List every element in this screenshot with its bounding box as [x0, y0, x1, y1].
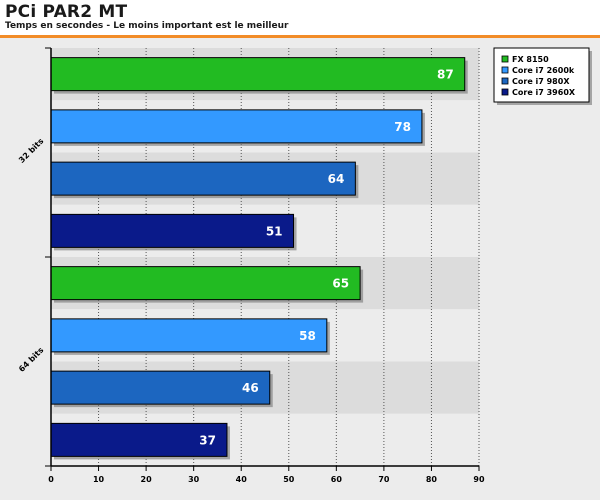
- x-tick-label: 60: [331, 475, 343, 484]
- bar: [50, 266, 361, 301]
- bar: [50, 213, 295, 248]
- legend-box: [493, 47, 590, 103]
- data-label: 78: [394, 120, 411, 134]
- x-tick-label: 0: [48, 475, 54, 484]
- legend-swatch: [501, 88, 509, 96]
- bar: [50, 57, 466, 92]
- bar: [50, 161, 356, 196]
- data-label: 87: [437, 68, 454, 82]
- data-label: 51: [266, 224, 283, 238]
- x-tick-label: 30: [188, 475, 200, 484]
- header-accent-line: [0, 35, 600, 38]
- bar: [50, 370, 271, 405]
- chart-header: PCi PAR2 MT Temps en secondes - Le moins…: [0, 0, 600, 36]
- bar: [50, 109, 423, 144]
- x-tick-label: 40: [236, 475, 248, 484]
- x-tick-label: 10: [93, 475, 105, 484]
- legend-label: Core i7 980X: [512, 77, 570, 86]
- x-tick-label: 20: [141, 475, 153, 484]
- bar: [50, 422, 228, 457]
- x-tick-label: 70: [378, 475, 390, 484]
- x-tick-label: 90: [473, 475, 485, 484]
- x-tick-label: 80: [426, 475, 438, 484]
- chart-title: PCi PAR2 MT: [5, 2, 128, 22]
- legend-swatch: [501, 55, 509, 63]
- x-tick-label: 50: [283, 475, 295, 484]
- data-label: 58: [299, 329, 316, 343]
- data-label: 64: [328, 172, 345, 186]
- bar: [50, 318, 328, 353]
- legend-swatch: [501, 77, 509, 85]
- chart-subtitle: Temps en secondes - Le moins important e…: [5, 21, 289, 31]
- data-label: 46: [242, 381, 259, 395]
- legend-label: Core i7 2600k: [512, 66, 575, 75]
- legend-swatch: [501, 66, 509, 74]
- legend-label: FX 8150: [512, 55, 549, 64]
- category-label: 64 bits: [17, 345, 45, 373]
- category-label: 32 bits: [17, 136, 45, 164]
- data-label: 37: [199, 433, 216, 447]
- legend-label: Core i7 3960X: [512, 88, 576, 97]
- data-label: 65: [332, 277, 349, 291]
